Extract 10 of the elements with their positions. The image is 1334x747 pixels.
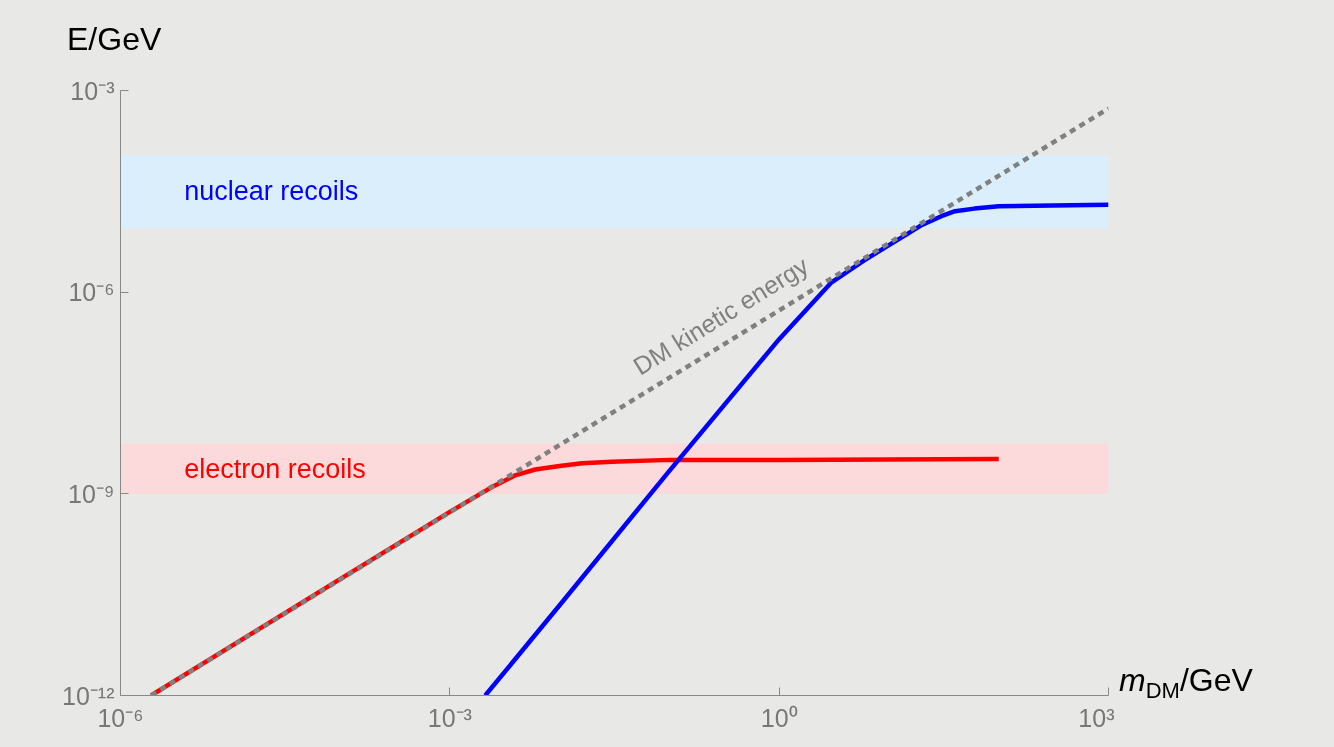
x-tick-label: 10³ bbox=[1078, 703, 1115, 732]
band-label: electron recoils bbox=[184, 453, 366, 484]
x-tick-label: 10⁻³ bbox=[427, 703, 472, 732]
x-axis-title: m$_{DM}$/GeV bbox=[1119, 661, 1253, 706]
x-tick-label: 10⁰ bbox=[760, 703, 798, 732]
y-tick-label: 10⁻³ bbox=[70, 76, 115, 105]
y-axis-title: E/GeV bbox=[67, 20, 162, 59]
y-tick-label: 10⁻⁹ bbox=[67, 479, 115, 508]
y-tick-label: 10⁻⁶ bbox=[68, 278, 115, 307]
band-label: nuclear recoils bbox=[184, 176, 359, 207]
